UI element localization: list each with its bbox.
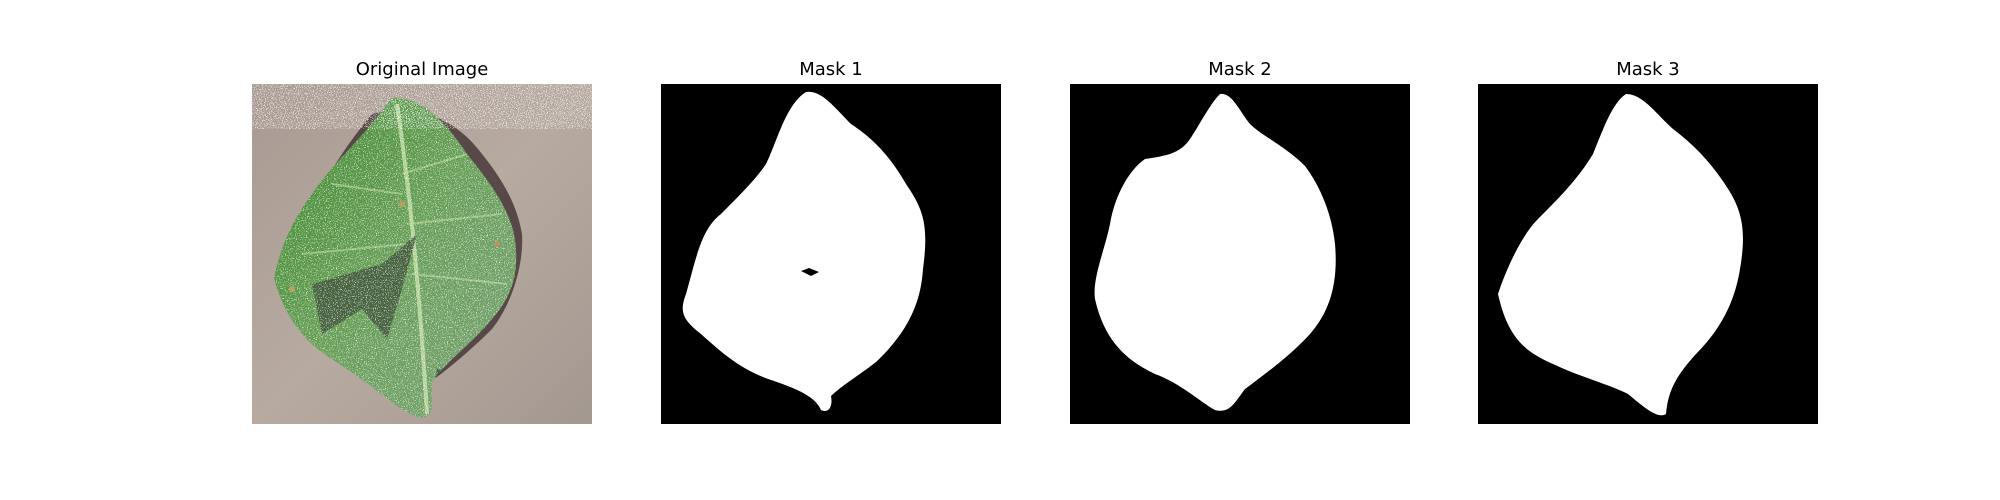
panel-title: Mask 1 bbox=[799, 59, 863, 80]
mask-shape bbox=[682, 91, 926, 412]
mask-3 bbox=[1478, 84, 1818, 424]
mask-2 bbox=[1070, 84, 1410, 424]
noise-band bbox=[252, 84, 592, 129]
mask-hole bbox=[801, 268, 819, 276]
mask-1-image bbox=[661, 84, 1001, 424]
leaf-spot bbox=[399, 201, 405, 207]
original-image bbox=[252, 84, 592, 424]
panel-title: Original Image bbox=[355, 59, 489, 80]
mask-shape bbox=[1498, 94, 1743, 416]
mask-3-image bbox=[1478, 84, 1818, 424]
leaf-photo bbox=[252, 84, 592, 424]
panel-title: Mask 3 bbox=[1616, 59, 1680, 80]
leaf-spot bbox=[494, 241, 500, 247]
mask-2-image bbox=[1070, 84, 1410, 424]
panel-title: Mask 2 bbox=[1208, 59, 1272, 80]
mask-1 bbox=[661, 84, 1001, 424]
leaf-spot bbox=[289, 286, 295, 292]
mask-shape bbox=[1094, 93, 1336, 411]
